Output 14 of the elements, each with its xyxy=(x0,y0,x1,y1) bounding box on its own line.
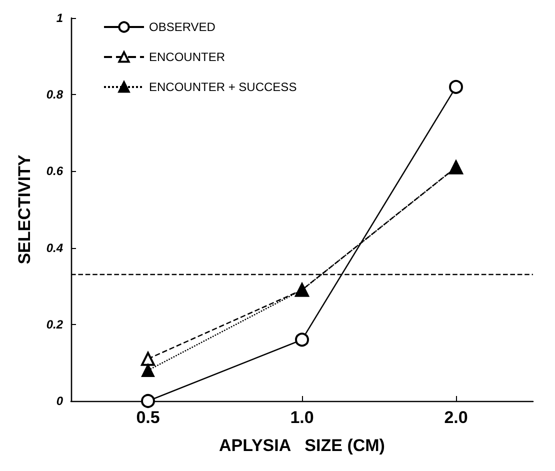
y-tick-label: 0.8 xyxy=(46,88,64,102)
y-axis-title: SELECTIVITY xyxy=(15,154,34,264)
y-tick-label: 0.6 xyxy=(46,164,64,178)
legend-label: ENCOUNTER xyxy=(149,50,226,64)
x-axis-title: APLYSIA SIZE (CM) xyxy=(219,436,385,455)
x-tick-label: 1.0 xyxy=(290,408,314,427)
y-tick-label: 0.2 xyxy=(46,317,64,332)
y-tick-label: 0 xyxy=(56,394,64,408)
legend-label: ENCOUNTER + SUCCESS xyxy=(149,80,297,94)
x-tick-label: 2.0 xyxy=(444,408,468,427)
legend-label: OBSERVED xyxy=(149,20,216,34)
y-tick-label: 1 xyxy=(56,11,64,25)
x-tick-label: 0.5 xyxy=(136,408,160,427)
y-tick-label: 0.4 xyxy=(46,240,64,255)
